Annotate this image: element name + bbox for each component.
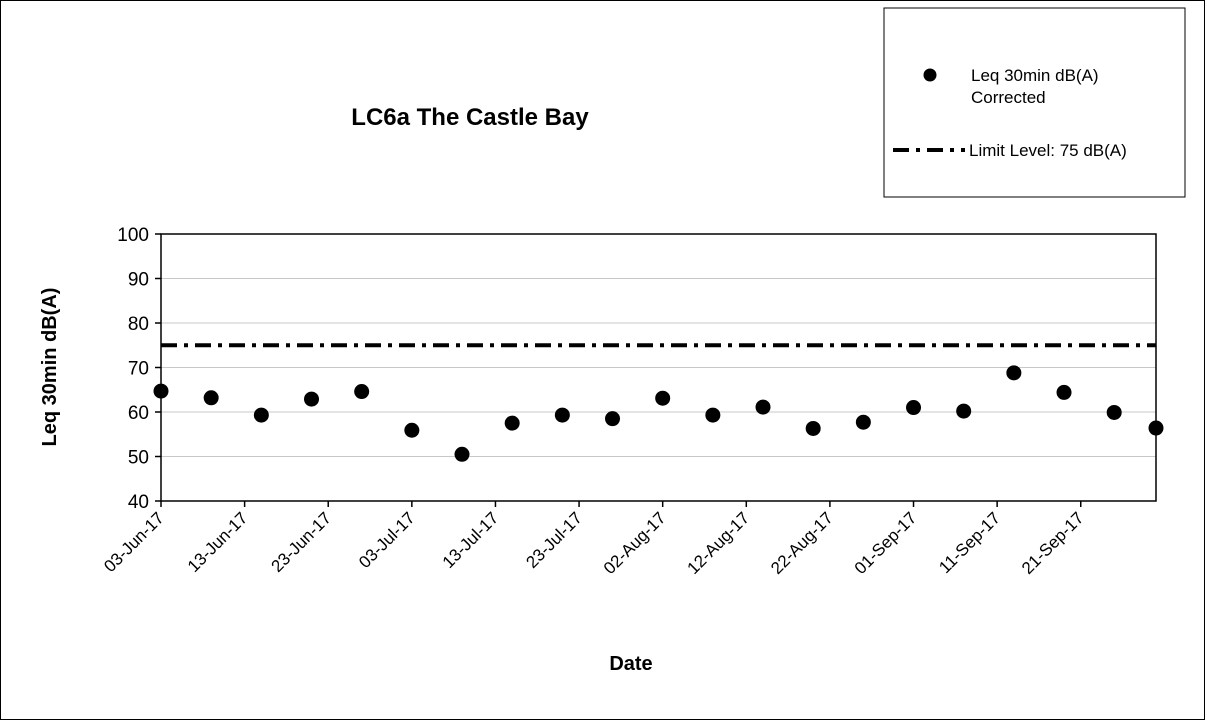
data-point: [805, 420, 821, 436]
legend-label-corrected-line1: Leq 30min dB(A): [971, 66, 1099, 85]
data-point: [454, 446, 470, 462]
gridlines: [161, 278, 1156, 457]
y-axis-title: Leq 30min dB(A): [39, 288, 61, 447]
data-point: [705, 407, 721, 423]
data-point: [906, 400, 922, 416]
data-point: [605, 411, 621, 427]
data-point: [153, 383, 169, 399]
y-tick-label: 40: [128, 492, 149, 513]
y-tick-label: 70: [128, 359, 149, 380]
legend-box: [883, 7, 1186, 198]
chart-title: LC6a The Castle Bay: [351, 104, 589, 131]
data-point: [956, 403, 972, 419]
data-point: [755, 399, 771, 415]
data-point: [354, 384, 370, 400]
data-point: [554, 407, 570, 423]
data-point: [855, 414, 871, 430]
data-point: [304, 391, 320, 407]
corrected-series: [153, 365, 1164, 462]
data-point: [253, 407, 269, 423]
legend-marker-corrected: [923, 68, 937, 82]
y-tick-label: 50: [128, 448, 149, 469]
data-point: [203, 390, 219, 406]
legend-label-limit: Limit Level: 75 dB(A): [969, 141, 1127, 160]
y-tick-label: 90: [128, 270, 149, 291]
data-point: [1106, 404, 1122, 420]
data-point: [655, 390, 671, 406]
x-axis-title: Date: [609, 653, 652, 675]
y-tick-label: 80: [128, 314, 149, 335]
data-point: [404, 422, 420, 438]
legend-label-corrected-line2: Corrected: [971, 88, 1046, 107]
data-point: [504, 415, 520, 431]
legend: Leq 30min dB(A) Corrected Limit Level: 7…: [883, 7, 1186, 198]
data-point: [1006, 365, 1022, 381]
y-tick-label: 60: [128, 403, 149, 424]
data-point: [1056, 384, 1072, 400]
y-tick-label: 100: [117, 225, 149, 246]
y-axis-ticks: 40 50 60 70 80 90 100: [117, 225, 161, 513]
data-point: [1148, 420, 1164, 436]
